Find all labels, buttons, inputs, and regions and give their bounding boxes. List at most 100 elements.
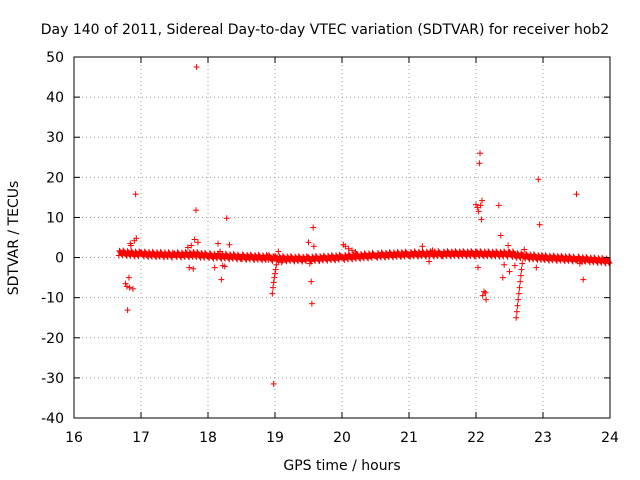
data-point [513,314,520,321]
data-point [129,285,136,292]
data-point [535,176,542,183]
data-point [477,202,484,209]
data-point [573,191,580,198]
data-point [509,248,516,255]
x-tick-label: 21 [400,430,418,446]
data-point [515,290,522,297]
y-tick-label: -20 [41,331,64,347]
data-point [476,160,483,167]
data-point [477,150,484,157]
data-point [518,266,525,273]
y-tick-label: 0 [55,251,64,267]
data-point [226,241,233,248]
data-point [223,215,230,222]
data-point [305,239,312,246]
data-point [517,272,524,279]
data-point [495,202,502,209]
y-tick-labels: -40 -30 -20 -10 0 10 20 30 40 50 [41,50,64,427]
data-point [513,308,520,315]
data-point [419,243,426,250]
x-tick-label: 20 [333,430,351,446]
data-point [123,283,130,290]
data-point [215,240,222,247]
data-point [308,278,315,285]
data-point [303,258,310,265]
y-tick-label: 50 [46,50,64,66]
data-point [499,274,506,281]
y-tick-label: 10 [46,210,64,226]
y-axis-label: SDTVAR / TECUs [6,181,22,296]
data-point [511,262,518,269]
y-tick-label: -30 [41,371,64,387]
data-point [475,264,482,271]
data-point [273,261,280,268]
data-point [521,246,528,253]
data-points [115,64,613,387]
data-point [429,247,436,254]
data-point [191,236,198,243]
data-point [516,284,523,291]
data-point [473,201,479,208]
data-point [221,263,228,270]
data-point [481,288,488,295]
data-point [269,290,276,297]
x-tick-labels: 16 17 18 19 20 21 22 23 24 [65,430,619,446]
data-point [275,248,282,255]
y-tick-label: 40 [46,90,64,106]
y-tick-label: -10 [41,291,64,307]
data-point [126,284,133,291]
data-point [475,208,482,215]
data-point [274,254,281,261]
data-point [278,259,285,266]
data-point [352,248,359,255]
data-point [217,248,224,255]
x-tick-label: 24 [601,430,619,446]
data-point [122,280,129,287]
data-point [192,207,199,214]
y-tick-label: 20 [46,170,64,186]
x-axis-label: GPS time / hours [283,458,400,474]
data-point [514,302,521,309]
data-point [605,259,612,266]
data-point [270,279,277,286]
x-tick-label: 19 [266,430,284,446]
data-point [272,266,279,273]
x-tick-label: 18 [199,430,217,446]
data-point [426,258,433,265]
data-point [501,261,508,268]
data-point [478,216,485,223]
data-point [536,221,543,228]
data-point [132,191,139,198]
data-point [188,242,195,249]
data-point [310,224,317,231]
chart-title: Day 140 of 2011, Sidereal Day-to-day VTE… [41,22,609,38]
x-tick-label: 17 [132,430,150,446]
data-point [606,260,613,267]
data-point [515,296,522,303]
data-point [581,257,588,264]
data-point [270,380,277,387]
data-point [506,268,513,275]
data-point [503,250,510,257]
data-point [308,300,315,307]
data-point [342,243,349,250]
data-point [483,296,490,303]
data-point [345,245,352,252]
data-point [125,274,132,281]
x-tick-label: 22 [467,430,485,446]
axis-ticks [73,56,611,419]
data-point [482,289,489,296]
x-tick-label: 16 [65,430,83,446]
data-point [479,197,486,204]
y-tick-label: -40 [41,411,64,427]
data-point [124,307,131,314]
data-point [190,265,197,272]
data-point [133,235,140,242]
data-point [306,260,313,267]
grid-lines [74,57,610,418]
data-point [271,274,278,281]
data-point [580,276,587,283]
data-point [533,264,540,271]
data-point [586,256,593,263]
